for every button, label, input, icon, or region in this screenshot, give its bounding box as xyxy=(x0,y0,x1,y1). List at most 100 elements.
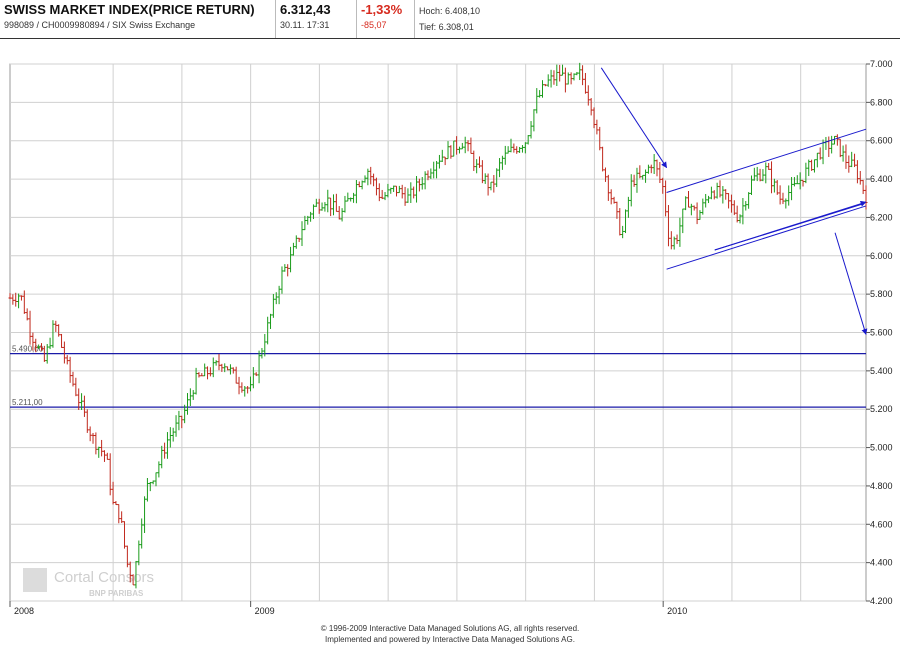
watermark-logo: Cortal Consors BNP PARIBAS xyxy=(23,568,154,598)
ohlc-bar xyxy=(369,166,373,185)
ohlc-bar xyxy=(180,415,184,429)
ohlc-bar xyxy=(269,313,273,329)
ohlc-bar xyxy=(289,246,293,273)
channel-line xyxy=(666,205,867,270)
ohlc-bar xyxy=(586,85,590,106)
ohlc-bar xyxy=(74,377,78,397)
ohlc-bar xyxy=(595,119,599,135)
ohlc-bar xyxy=(741,198,745,225)
ohlc-bar xyxy=(263,334,267,357)
ohlc-bar xyxy=(151,480,155,485)
ohlc-bar xyxy=(618,208,622,236)
ohlc-bar xyxy=(641,174,645,180)
ohlc-bar xyxy=(123,521,127,549)
ohlc-bar xyxy=(850,151,854,168)
ohlc-bar xyxy=(712,190,716,200)
ohlc-bar xyxy=(360,180,364,190)
ohlc-bar xyxy=(581,65,585,86)
ohlc-bar xyxy=(833,135,837,145)
ohlc-bar xyxy=(457,146,461,154)
ohlc-bar xyxy=(260,348,264,359)
ohlc-bar xyxy=(558,64,562,82)
ohlc-bar xyxy=(62,341,66,364)
ohlc-bar xyxy=(601,146,605,172)
ohlc-bar xyxy=(844,144,848,169)
ohlc-bar xyxy=(518,146,522,153)
ohlc-bar xyxy=(543,84,547,87)
ohlc-bar xyxy=(11,294,15,305)
ohlc-bar xyxy=(383,192,387,201)
ohlc-bar xyxy=(538,90,542,98)
ohlc-bar xyxy=(131,574,135,586)
ohlc-bar xyxy=(764,162,768,184)
ohlc-bar xyxy=(343,195,347,213)
ohlc-bar xyxy=(349,197,353,202)
ohlc-bar xyxy=(185,393,189,415)
ohlc-bar xyxy=(286,264,290,277)
horizontal-lines: 5.490,00 5.211,00 xyxy=(10,345,866,408)
ohlc-bar xyxy=(257,350,261,384)
y-tick-label: 6.200 xyxy=(870,212,893,222)
ohlc-bar xyxy=(569,72,573,85)
ohlc-bar xyxy=(120,511,124,523)
ohlc-bar xyxy=(761,169,765,182)
ohlc-bar xyxy=(784,198,788,209)
ohlc-bar xyxy=(137,540,141,566)
ohlc-bar xyxy=(492,175,496,193)
ohlc-bar xyxy=(97,446,101,458)
support-line-label: 5.490,00 xyxy=(12,345,44,354)
ohlc-bar xyxy=(403,186,407,206)
ohlc-bar xyxy=(443,156,447,166)
ohlc-bar xyxy=(311,204,315,220)
ohlc-bar xyxy=(231,367,235,374)
ohlc-bar xyxy=(649,164,653,174)
ohlc-bar xyxy=(426,170,430,181)
ohlc-bar xyxy=(561,64,565,76)
ohlc-bar xyxy=(45,344,49,364)
ohlc-bar xyxy=(861,179,865,195)
ohlc-bar xyxy=(480,160,484,184)
ohlc-bar xyxy=(486,173,490,196)
ohlc-bar xyxy=(635,167,639,193)
ohlc-bar xyxy=(148,481,152,492)
ohlc-bar xyxy=(154,472,158,487)
ohlc-bar xyxy=(575,71,579,76)
ohlc-bar xyxy=(732,200,736,216)
x-tick-label: 2009 xyxy=(255,606,275,616)
ohlc-bar xyxy=(672,236,676,250)
ohlc-bar xyxy=(80,393,84,411)
y-tick-label: 5.200 xyxy=(870,404,893,414)
ohlc-bar xyxy=(432,161,436,179)
ohlc-bar xyxy=(572,73,576,81)
watermark-sub: BNP PARIBAS xyxy=(89,589,144,598)
ohlc-bar xyxy=(838,138,842,158)
ohlc-bar xyxy=(655,159,659,177)
ohlc-bar xyxy=(469,137,473,154)
ohlc-bar xyxy=(684,196,688,211)
ohlc-bar xyxy=(320,202,324,211)
ohlc-bar xyxy=(452,140,456,157)
ohlc-bar xyxy=(664,180,668,217)
ohlc-bar xyxy=(22,290,26,314)
ohlc-bar xyxy=(546,74,550,87)
ohlc-bar xyxy=(478,156,482,168)
ohlc-bar xyxy=(709,186,713,200)
ohlc-bar xyxy=(512,143,516,153)
ohlc-bar xyxy=(681,208,685,234)
ohlc-bar xyxy=(603,167,607,182)
ohlc-bar xyxy=(540,80,544,98)
ohlc-bar xyxy=(19,295,23,301)
ohlc-bar xyxy=(226,366,230,371)
ohlc-bar xyxy=(372,173,376,187)
quote-header: SWISS MARKET INDEX(PRICE RETURN) 998089 … xyxy=(0,0,900,39)
ohlc-bar xyxy=(792,177,796,187)
ohlc-bar xyxy=(306,215,310,225)
ohlc-bar xyxy=(234,366,238,384)
ohlc-bar xyxy=(82,395,86,417)
ohlc-bar xyxy=(37,344,41,349)
watermark-name: Cortal Consors xyxy=(54,569,154,586)
price-chart: Cortal Consors BNP PARIBAS 5.490,00 5.211… xyxy=(8,59,893,616)
ohlc-bar xyxy=(91,432,95,444)
ohlc-bar xyxy=(509,138,513,153)
ohlc-bar xyxy=(744,201,748,211)
